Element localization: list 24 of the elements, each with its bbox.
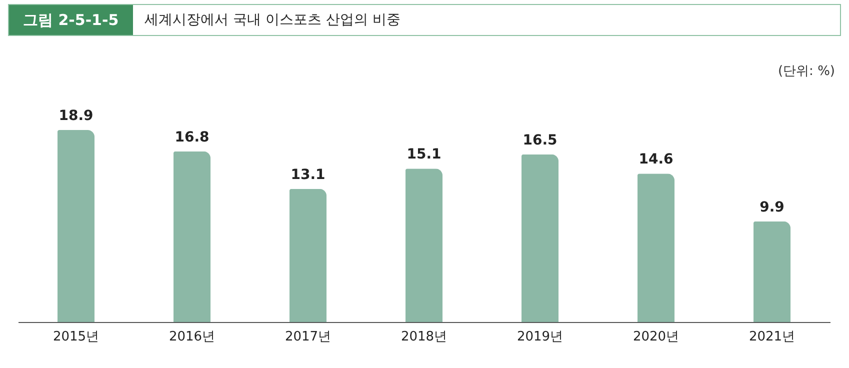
chart-subtitle: 그림 2-5-1-5 [9,5,133,35]
data-label: 13.1 [290,166,326,183]
x-tick-label: 2017년 [284,330,332,344]
text: (단위: %) [778,63,835,80]
bar [753,221,791,322]
bar [521,154,559,322]
x-tick-label: 2016년 [168,330,216,344]
bar [405,168,443,322]
data-label: 16.8 [174,129,210,146]
bar [57,130,95,322]
x-tick-label: 2015년 [52,330,100,344]
chart-title: 세계시장에서 국내 이스포츠 산업의 비중 [144,11,400,29]
data-label: 15.1 [406,146,442,163]
bar [637,174,675,322]
x-tick-label: 2020년 [632,330,680,344]
data-label: 18.9 [58,108,94,124]
data-label: 9.9 [760,199,784,216]
x-tick-label: 2021년 [748,330,796,344]
x-tick-label: 2018년 [400,330,448,344]
data-label: 16.5 [522,132,558,148]
data-label: 14.6 [638,152,674,168]
x-tick-label: 2019년 [516,330,564,344]
bar [289,188,327,322]
bar [173,151,211,322]
